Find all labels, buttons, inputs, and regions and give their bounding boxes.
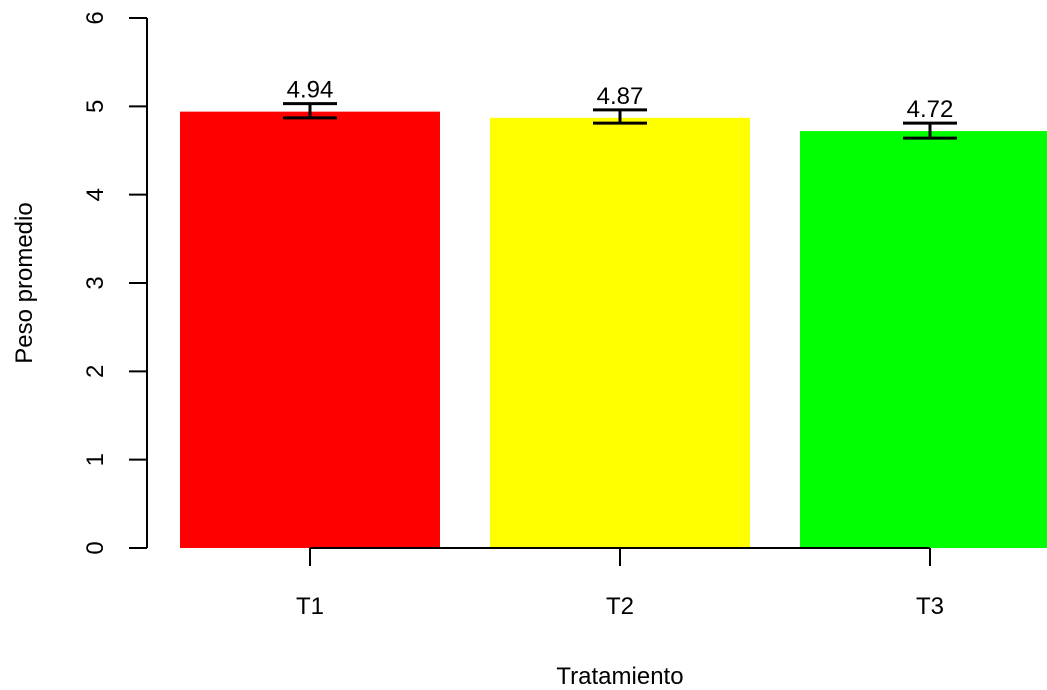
y-axis: 0 1 2 3 4 5 6 (82, 11, 148, 555)
x-tick-label-t2: T2 (606, 593, 634, 620)
bar-t1 (180, 111, 440, 548)
value-label-t2: 4.87 (597, 83, 644, 110)
value-label-t3: 4.72 (907, 96, 954, 123)
x-axis: T1 T2 T3 (296, 547, 944, 620)
error-bar-t3 (903, 121, 957, 140)
error-bar-t2 (593, 108, 647, 125)
y-tick-label: 2 (82, 365, 109, 378)
bar-t3 (800, 131, 1047, 549)
y-tick-label: 4 (82, 188, 109, 201)
y-tick-label: 1 (82, 453, 109, 466)
y-axis-title: Peso promedio (11, 202, 38, 363)
x-axis-title: Tratamiento (556, 663, 683, 690)
value-label-t1: 4.94 (287, 77, 334, 104)
value-labels-layer: 4.94 4.87 4.72 (287, 77, 954, 123)
x-tick-label-t3: T3 (916, 593, 944, 620)
y-tick-label: 5 (82, 100, 109, 113)
x-tick-label-t1: T1 (296, 593, 324, 620)
y-tick-label: 6 (82, 11, 109, 24)
bars-layer (180, 111, 1047, 549)
y-tick-label: 3 (82, 276, 109, 289)
bar-t2 (490, 117, 750, 549)
y-tick-label: 0 (82, 541, 109, 554)
error-bars-layer (283, 102, 957, 140)
error-bar-t1 (283, 102, 337, 120)
